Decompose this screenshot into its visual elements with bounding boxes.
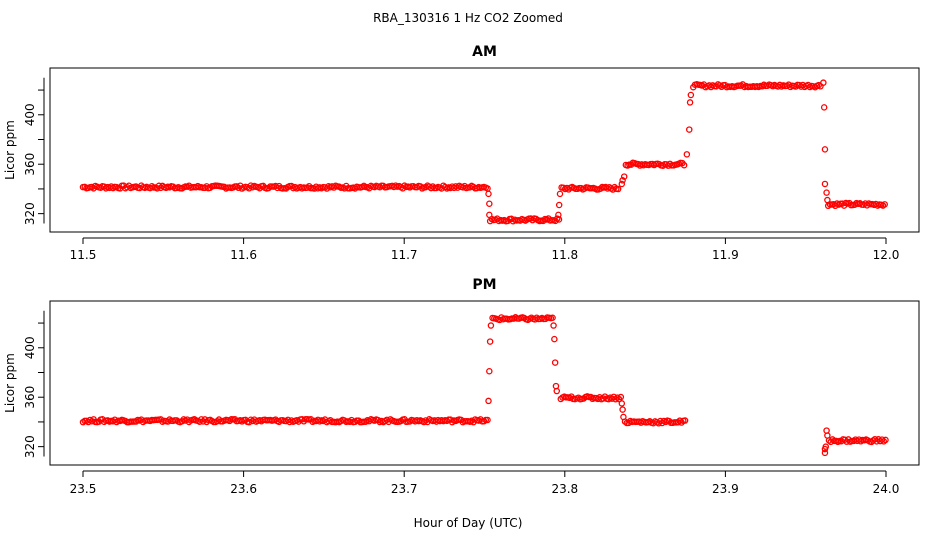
am-x-tick-label: 11.8 <box>551 248 578 262</box>
data-point <box>824 196 831 204</box>
data-point <box>487 322 495 329</box>
data-point <box>821 449 829 457</box>
data-point <box>486 211 493 219</box>
data-point <box>823 189 830 196</box>
data-point <box>681 417 689 424</box>
pm-x-tick-label: 23.5 <box>70 482 97 496</box>
data-point <box>620 413 627 421</box>
am-points <box>79 79 888 225</box>
data-point <box>485 190 492 198</box>
data-point <box>820 79 827 86</box>
pm-y-tick-label: 360 <box>23 386 37 409</box>
data-point <box>327 416 334 424</box>
am-x-tick-label: 12.0 <box>873 248 900 262</box>
data-point <box>617 393 625 401</box>
data-point <box>553 387 561 395</box>
pm-x-tick-label: 23.9 <box>712 482 739 496</box>
data-point <box>680 161 688 169</box>
pm-y-axis-title: Licor ppm <box>3 353 17 413</box>
pm-x-tick-label: 23.6 <box>230 482 257 496</box>
data-point <box>555 211 562 219</box>
data-point <box>132 418 140 425</box>
am-panel-title: AM <box>472 44 497 60</box>
am-y-tick-label: 360 <box>23 153 37 176</box>
am-x-tick-label: 11.6 <box>230 248 257 262</box>
pm-x-tick-label: 24.0 <box>873 482 900 496</box>
x-axis-title: Hour of Day (UTC) <box>414 516 523 530</box>
data-point <box>686 126 693 133</box>
data-point <box>821 146 829 153</box>
data-point <box>485 397 492 405</box>
data-point <box>486 200 493 208</box>
am-panel: AM Licor ppm 11.5 11.6 11.7 11.8 11.9 12.0 320 36… <box>3 44 920 262</box>
pm-plot-frame <box>49 300 920 466</box>
am-x-tick-label: 11.9 <box>712 248 739 262</box>
am-plot-frame <box>49 67 920 233</box>
data-point <box>556 190 564 198</box>
am-y-tick-label: 400 <box>23 103 37 126</box>
data-point <box>619 177 626 184</box>
pm-panel-title: PM <box>472 277 496 293</box>
data-point <box>555 201 563 209</box>
data-point <box>824 432 831 439</box>
figure-title: RBA_130316 1 Hz CO2 Zoomed <box>373 11 563 25</box>
data-point <box>618 180 626 188</box>
data-point <box>486 368 493 375</box>
data-point <box>614 185 622 193</box>
data-point <box>683 151 691 158</box>
data-point <box>882 436 889 444</box>
data-point <box>448 418 456 426</box>
data-point <box>875 436 882 443</box>
data-point <box>549 314 556 321</box>
data-point <box>881 201 888 208</box>
data-point <box>550 322 557 329</box>
data-point <box>551 335 558 343</box>
data-point <box>686 99 694 106</box>
data-point <box>551 359 559 366</box>
data-point <box>486 338 494 345</box>
data-point <box>687 91 695 99</box>
data-point <box>618 400 626 407</box>
data-point <box>620 173 628 180</box>
am-x-tick-label: 11.5 <box>70 248 97 262</box>
pm-x-tick-label: 23.8 <box>551 482 578 496</box>
pm-x-tick-label: 23.7 <box>391 482 418 496</box>
am-y-tick-label: 320 <box>23 202 37 225</box>
pm-y-tick-label: 320 <box>23 435 37 458</box>
pm-points <box>79 314 889 457</box>
data-point <box>619 406 626 413</box>
pm-y-tick-label: 400 <box>23 336 37 359</box>
data-point <box>821 180 829 188</box>
pm-panel: PM Licor ppm 23.5 23.6 23.7 23.8 23.9 24.0 320 36… <box>3 277 920 496</box>
data-point <box>539 217 547 225</box>
data-point <box>484 416 491 424</box>
data-point <box>820 104 828 111</box>
data-point <box>878 436 886 443</box>
data-point <box>822 443 830 450</box>
am-x-tick-label: 11.7 <box>391 248 418 262</box>
am-y-axis-title: Licor ppm <box>3 120 17 180</box>
